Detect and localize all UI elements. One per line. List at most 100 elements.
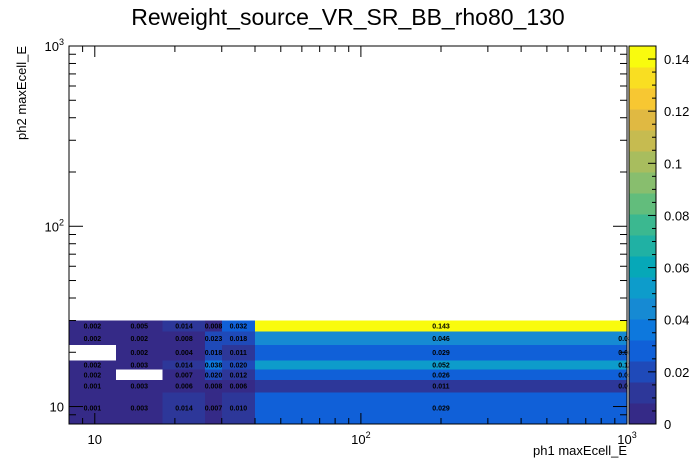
cell-value-label: 0.007 <box>205 406 223 413</box>
heatmap-cells <box>69 320 627 424</box>
colorbar-segment <box>629 361 656 383</box>
y-tick-label: 102 <box>45 217 64 234</box>
heatmap-cell <box>255 331 627 345</box>
cell-value-label: 0.002 <box>84 363 102 370</box>
heatmap-cell <box>115 344 163 361</box>
heatmap-cell <box>69 380 116 393</box>
colorbar-tick-label: 0.06 <box>664 261 689 276</box>
x-tick-label: 102 <box>351 430 370 447</box>
colorbar-tick-label: 0.12 <box>664 104 689 119</box>
colorbar-segment <box>629 382 656 404</box>
cell-value-label: 0.023 <box>205 336 223 343</box>
cell-value-label: 0.020 <box>205 372 223 379</box>
colorbar-tick-label: 0.04 <box>664 313 689 328</box>
colorbar-tick-label: 0 <box>664 417 671 432</box>
colorbar-tick-label: 0.14 <box>664 52 689 67</box>
cell-value-label: 0.008 <box>205 384 223 391</box>
heatmap-cell <box>162 380 206 393</box>
heatmap-cell <box>255 360 627 370</box>
heatmap-cell <box>205 320 222 332</box>
heatmap-cell <box>162 320 206 332</box>
cell-value-label: 0.014 <box>175 324 193 331</box>
cell-value-label: 0.001 <box>84 384 102 391</box>
colorbar-tick-label: 0.02 <box>664 365 689 380</box>
colorbar-segment <box>629 172 656 194</box>
cell-value-label: 0.038 <box>205 363 223 370</box>
heatmap-cell <box>162 369 206 381</box>
cell-value-label: 0.001 <box>84 406 102 413</box>
cell-value-label: 0.012 <box>230 372 248 379</box>
heatmap-cell <box>255 344 627 361</box>
heatmap-cell <box>69 369 116 381</box>
colorbar-segment <box>629 109 656 131</box>
colorbar-segment <box>629 130 656 152</box>
cell-value-label: 0.029 <box>432 350 450 357</box>
cell-value-label: 0.002 <box>131 350 149 357</box>
colorbar-segment <box>629 46 656 68</box>
colorbar-tick-label: 0.1 <box>664 156 682 171</box>
colorbar-segment <box>629 88 656 110</box>
heatmap-cell <box>205 369 222 381</box>
cell-value-label: 0.014 <box>175 363 193 370</box>
cell-value-label: 0.020 <box>230 363 248 370</box>
cell-value-label: 0.008 <box>205 324 223 331</box>
heatmap-cell <box>205 360 222 370</box>
cell-value-label: 0.011 <box>432 384 449 391</box>
x-tick-label: 10 <box>88 432 102 447</box>
heatmap-cell <box>115 380 163 393</box>
heatmap-cell <box>115 392 163 424</box>
cell-value-label: 0.006 <box>175 384 193 391</box>
x-tick-label: 103 <box>617 430 636 447</box>
heatmap-cell <box>221 344 255 361</box>
x-axis-label: ph1 maxEcell_E <box>533 443 627 458</box>
cell-value-label: 0.002 <box>84 372 102 379</box>
heatmap-cell <box>221 369 255 381</box>
cell-value-label: 0.018 <box>205 350 223 357</box>
colorbar-segment <box>629 235 656 257</box>
colorbar-tick-label: 0.08 <box>664 208 689 223</box>
colorbar-segment <box>629 214 656 236</box>
colorbar-segment <box>629 298 656 320</box>
colorbar-segment <box>629 67 656 89</box>
cell-value-label: 0.003 <box>131 406 149 413</box>
y-axis-label: ph2 maxEcell_E <box>14 46 29 140</box>
cell-value-label: 0.032 <box>230 324 248 331</box>
heatmap-cell <box>255 320 627 332</box>
y-tick-label: 103 <box>45 37 64 54</box>
heatmap-cell <box>69 392 116 424</box>
cell-value-label: 0.011 <box>230 350 247 357</box>
colorbar-segment <box>629 151 656 173</box>
heatmap-cell <box>69 360 116 370</box>
chart-title: Reweight_source_VR_SR_BB_rho80_130 <box>131 4 564 30</box>
heatmap-cell <box>221 360 255 370</box>
cell-value-label: 0.003 <box>131 363 149 370</box>
colorbar: 0 0.02 0.04 0.06 0.08 0.1 0.12 0.14 <box>628 45 689 432</box>
x-axis: 10 102 103 <box>68 46 637 447</box>
heatmap-cell <box>162 344 206 361</box>
colorbar-frame <box>628 45 657 425</box>
cell-value-label: 0.002 <box>84 336 102 343</box>
heatmap-cell <box>205 380 222 393</box>
cell-value-label: 0.014 <box>175 406 193 413</box>
cell-value-label: 0.006 <box>230 384 248 391</box>
cell-value-label: 0.002 <box>131 336 149 343</box>
cell-value-label: 0.143 <box>432 324 450 331</box>
heatmap-cell <box>69 320 116 332</box>
cell-value-label: 0.018 <box>230 336 248 343</box>
heatmap-cell <box>205 344 222 361</box>
cell-value-label: 0.003 <box>131 384 149 391</box>
heatmap-cell <box>205 392 222 424</box>
colorbar-segment <box>629 193 656 215</box>
heatmap-cell <box>221 392 255 424</box>
heatmap-cell <box>162 331 206 345</box>
colorbar-segment <box>629 403 656 425</box>
cell-value-label: 0.052 <box>432 363 450 370</box>
heatmap-cell <box>255 380 627 393</box>
heatmap-cell <box>69 331 116 345</box>
colorbar-segment <box>629 319 656 341</box>
heatmap-cell <box>162 360 206 370</box>
heatmap-cell <box>115 320 163 332</box>
heatmap-cell <box>162 392 206 424</box>
y-tick-label: 10 <box>50 400 64 415</box>
